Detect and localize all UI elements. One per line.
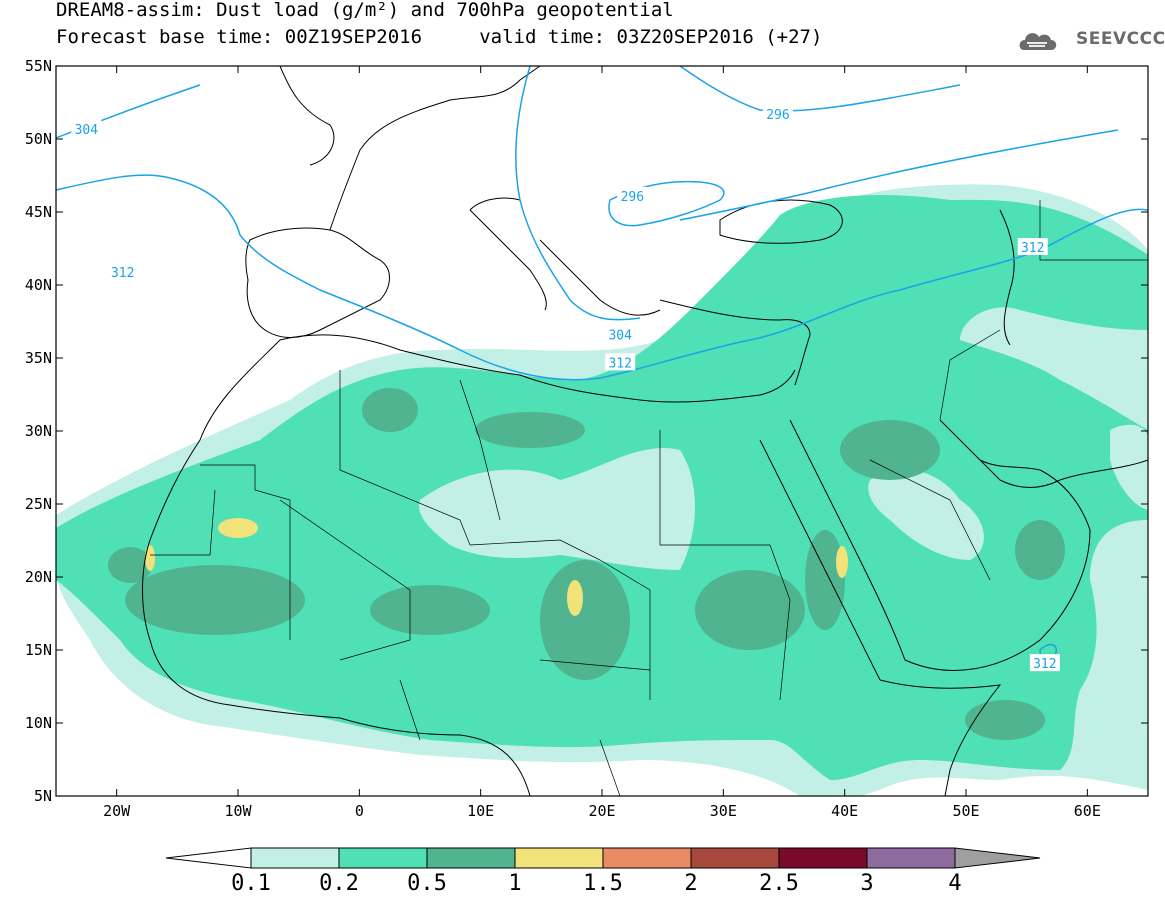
colorbar-label: 1.5 — [583, 871, 623, 896]
colorbar-segment — [426, 847, 516, 869]
contour-label-text: 312 — [111, 266, 134, 281]
lat-tick-label: 30N — [25, 422, 52, 440]
colorbar-label: 0.5 — [407, 871, 447, 896]
geopotential-contours — [56, 66, 1148, 660]
dust-layer-0-2 — [56, 195, 1148, 780]
contour-label: 304 — [71, 119, 102, 138]
colorbar-label: 1 — [508, 871, 521, 896]
colorbar-label: 2.5 — [759, 871, 799, 896]
contour-label-text: 312 — [608, 356, 631, 371]
dust-layer-1 — [145, 518, 848, 616]
lat-tick-label: 35N — [25, 349, 52, 367]
axes: 55N 50N 45N 40N 35N 30N 25N 20N 15N 10N 5N 20W 10W 0 1… — [25, 57, 1148, 820]
contour-label-text: 304 — [608, 329, 632, 344]
contour-label-text: 304 — [75, 123, 99, 138]
lon-tick-label: 10W — [224, 802, 252, 820]
colorbar-right-triangle — [954, 847, 1041, 869]
title-line-1: DREAM8-assim: Dust load (g/m²) and 700hP… — [56, 0, 674, 21]
lon-tick-label: 20W — [103, 802, 131, 820]
lon-tick-label: 60E — [1074, 802, 1101, 820]
cloud-logo-icon — [1019, 33, 1057, 50]
colorbar-segment — [690, 847, 780, 869]
lat-tick-label: 55N — [25, 57, 52, 75]
colorbar-label: 3 — [860, 871, 873, 896]
lon-tick-label: 30E — [710, 802, 737, 820]
contour-label-text: 312 — [1021, 241, 1044, 256]
colorbar-left-triangle — [165, 847, 252, 869]
colorbar-label: 4 — [948, 871, 961, 896]
contour-label: 312 — [605, 353, 636, 371]
lat-tick-label: 40N — [25, 276, 52, 294]
dust-layer-0-5 — [108, 388, 1065, 740]
contour-label-text: 296 — [621, 190, 644, 205]
contour-label: 296 — [617, 186, 648, 205]
title-line-2: Forecast base time: 00Z19SEP2016 valid t… — [56, 26, 823, 48]
contour-label: 312 — [107, 262, 138, 281]
lat-tick-label: 5N — [34, 787, 52, 805]
contour-label-text: 296 — [766, 108, 789, 123]
contour-label: 296 — [762, 105, 793, 123]
contour-label-text: 312 — [1033, 657, 1056, 672]
lat-tick-label: 20N — [25, 568, 52, 586]
coastlines — [142, 66, 1148, 796]
colorbar-segment — [250, 847, 340, 869]
colorbar-label: 2 — [684, 871, 697, 896]
lon-tick-label: 40E — [831, 802, 858, 820]
colorbar-segment — [338, 847, 428, 869]
colorbar-segment — [514, 847, 604, 869]
contour-labels: 304 296 296 312 312 304 312 312 — [71, 105, 1060, 672]
contour-label: 312 — [1029, 654, 1060, 672]
lat-tick-label: 10N — [25, 714, 52, 732]
lat-tick-label: 50N — [25, 130, 52, 148]
colorbar-segment — [602, 847, 692, 869]
colorbar-label: 0.1 — [231, 871, 271, 896]
lat-tick-label: 45N — [25, 203, 52, 221]
colorbar-segment — [866, 847, 956, 869]
colorbar-segment — [778, 847, 868, 869]
contour-label: 304 — [605, 325, 636, 344]
contour-label: 312 — [1017, 238, 1048, 256]
lon-tick-label: 0 — [355, 802, 364, 820]
lon-tick-label: 50E — [952, 802, 979, 820]
logo-text: SEEVCCC — [1076, 29, 1165, 49]
country-borders — [150, 200, 1148, 796]
colorbar: 0.1 0.2 0.5 1 1.5 2 2.5 3 4 — [165, 847, 1041, 896]
lon-tick-label: 10E — [467, 802, 494, 820]
lat-tick-label: 25N — [25, 495, 52, 513]
lon-tick-label: 20E — [588, 802, 615, 820]
colorbar-label: 0.2 — [319, 871, 359, 896]
lat-tick-label: 15N — [25, 641, 52, 659]
